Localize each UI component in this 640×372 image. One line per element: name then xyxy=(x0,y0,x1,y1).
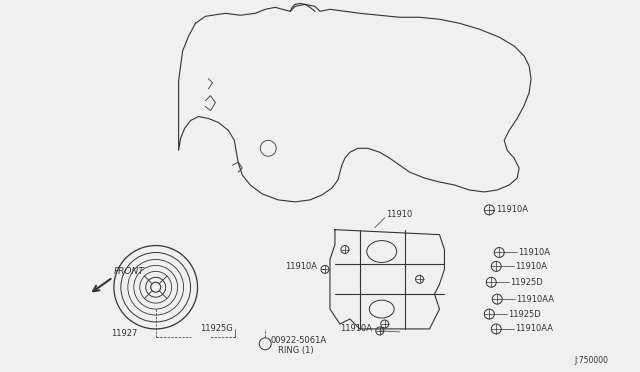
Text: 11927: 11927 xyxy=(111,329,138,339)
Text: RING (1): RING (1) xyxy=(278,346,314,355)
Text: 11910A: 11910A xyxy=(285,262,317,271)
Text: 00922-5061A: 00922-5061A xyxy=(270,336,326,345)
Text: 11910AA: 11910AA xyxy=(516,295,554,304)
Text: 11925G: 11925G xyxy=(200,324,233,333)
Text: 11910: 11910 xyxy=(386,210,412,219)
Text: 11925D: 11925D xyxy=(510,278,543,287)
Text: 11910A: 11910A xyxy=(515,262,547,271)
Text: J:750000: J:750000 xyxy=(575,356,609,365)
Text: 11910AA: 11910AA xyxy=(515,324,553,333)
Text: 11910A: 11910A xyxy=(496,205,528,214)
Text: 11910A: 11910A xyxy=(340,324,372,333)
Text: 11910A: 11910A xyxy=(518,248,550,257)
Text: 11925D: 11925D xyxy=(508,310,541,318)
Text: FRONT: FRONT xyxy=(114,267,145,276)
